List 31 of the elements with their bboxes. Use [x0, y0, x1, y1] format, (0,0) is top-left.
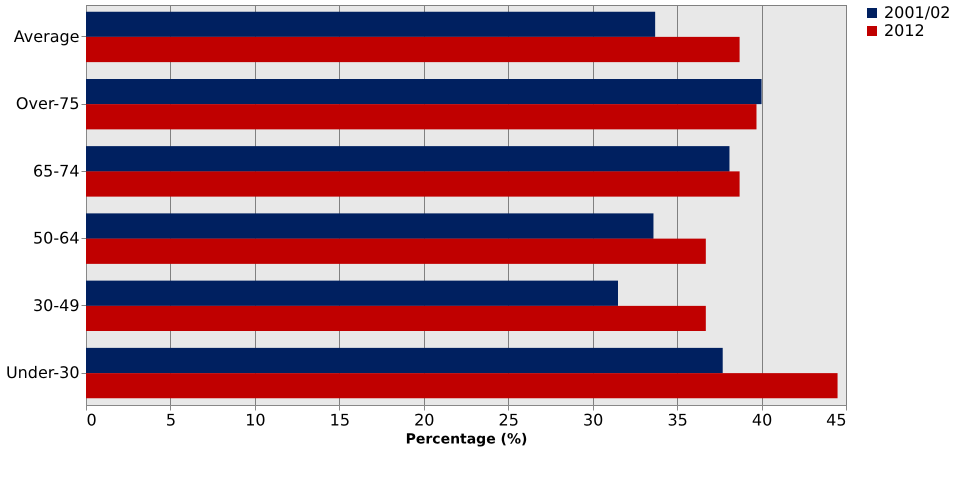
bar — [86, 12, 656, 37]
y-tick-label: 30-49 — [33, 296, 80, 315]
bar — [86, 373, 838, 398]
x-tick-label: 5 — [166, 410, 176, 430]
x-tick-label: 0 — [86, 410, 97, 430]
x-tick-label: 15 — [330, 410, 350, 430]
bar — [86, 171, 740, 197]
x-tick-label: 10 — [245, 410, 266, 430]
bar — [86, 348, 723, 374]
x-tick-label: 20 — [414, 410, 434, 430]
y-tick-label: 50-64 — [33, 228, 80, 248]
y-tick-label: Average — [14, 26, 80, 46]
legend-label: 2012 — [884, 21, 925, 40]
y-tick-label: Under-30 — [6, 363, 80, 382]
bar — [86, 36, 740, 62]
bar — [86, 238, 706, 264]
x-tick-label: 45 — [826, 410, 846, 430]
y-tick-label: 65-74 — [33, 161, 80, 180]
x-tick-label: 40 — [752, 410, 772, 430]
bar — [86, 280, 618, 306]
bar — [86, 146, 730, 172]
y-tick-label: Over-75 — [16, 94, 80, 114]
bar — [86, 104, 756, 130]
x-axis-title: Percentage (%) — [406, 432, 528, 448]
legend-label: 2001/02 — [884, 3, 950, 22]
x-tick-label: 35 — [667, 410, 688, 430]
bar — [86, 213, 654, 239]
x-tick-label: 30 — [582, 410, 604, 430]
x-tick-label: 25 — [498, 410, 519, 430]
bar — [86, 306, 706, 332]
bar — [86, 78, 762, 104]
